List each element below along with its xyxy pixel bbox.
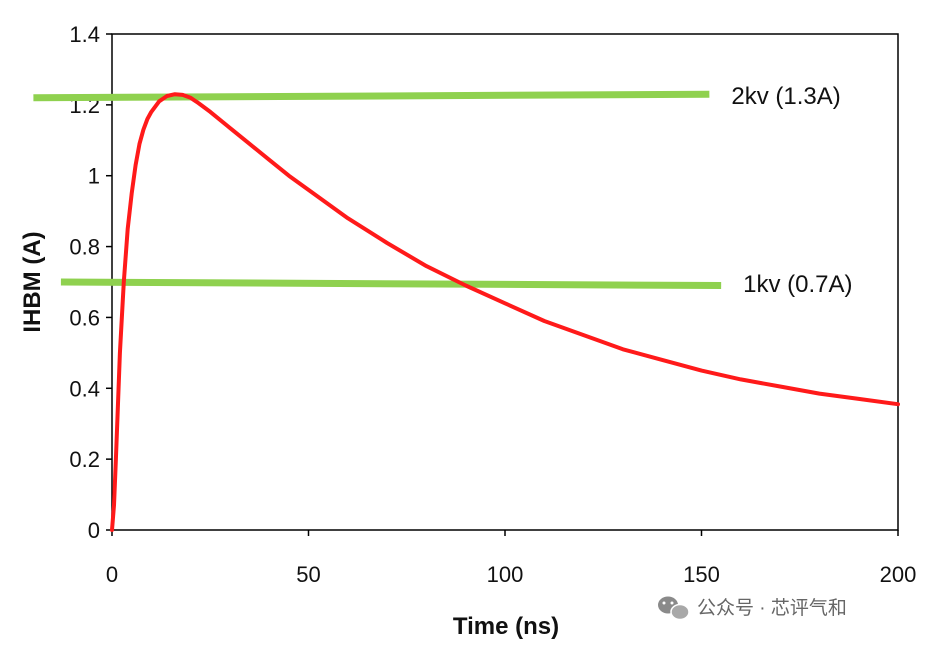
x-axis-ticks: 0 50 100 150 200 — [106, 530, 916, 587]
x-tick-label: 100 — [487, 562, 524, 587]
reference-lines: 2kv (1.3A) 1kv (0.7A) — [33, 83, 853, 298]
x-axis-label: Time (ns) — [453, 613, 559, 640]
x-tick-label: 200 — [880, 562, 917, 587]
series-line — [110, 92, 900, 532]
y-tick-label: 0.2 — [69, 447, 100, 472]
y-axis-label: IHBM (A) — [19, 231, 46, 332]
reference-line-label: 2kv (1.3A) — [731, 83, 840, 110]
x-tick-label: 150 — [683, 562, 720, 587]
y-tick-label: 1.4 — [69, 22, 100, 47]
wechat-icon — [658, 596, 690, 621]
y-tick-label: 0.6 — [69, 305, 100, 330]
x-tick-label: 0 — [106, 562, 118, 587]
watermark-text: 公众号 · 芯评气和 — [697, 597, 847, 619]
watermark: 公众号 · 芯评气和 — [658, 596, 847, 621]
x-tick-label: 50 — [296, 562, 320, 587]
reference-line-label: 1kv (0.7A) — [743, 271, 852, 298]
y-tick-label: 0.4 — [69, 376, 100, 401]
reference-line — [60, 278, 722, 290]
y-tick-label: 0 — [88, 518, 100, 543]
data-series — [110, 92, 900, 532]
reference-line — [33, 90, 710, 102]
y-tick-label: 0.8 — [69, 235, 100, 260]
y-tick-label: 1 — [88, 164, 100, 189]
